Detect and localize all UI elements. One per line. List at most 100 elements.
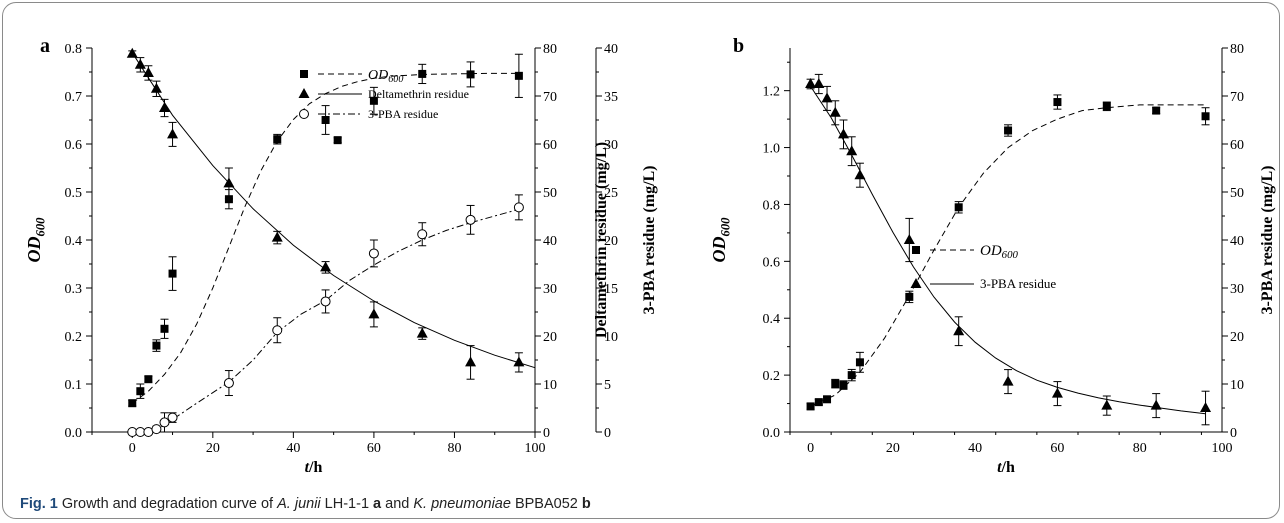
data-point: [333, 136, 342, 145]
y-tick-label: 40: [1230, 234, 1244, 249]
data-point: [821, 92, 833, 103]
x-tick-label: 100: [1212, 441, 1233, 456]
data-point: [903, 234, 915, 244]
data-point: [847, 371, 856, 380]
y-tick-label: 0.0: [763, 426, 781, 441]
x-tick-label: 60: [367, 441, 381, 456]
data-point: [321, 116, 330, 124]
data-point: [136, 387, 145, 396]
y-tick-label: 0: [543, 426, 550, 441]
y-axis-title: OD600: [709, 217, 733, 263]
y-tick-label: 0.8: [65, 42, 83, 57]
y-tick-label: 0: [604, 426, 611, 441]
legend-item: Deltamethrin residue: [298, 87, 469, 101]
data-point: [126, 47, 138, 58]
x-tick-label: 60: [1050, 441, 1064, 456]
data-point: [954, 203, 963, 212]
data-point: [1101, 399, 1113, 410]
data-point: [271, 231, 283, 242]
y-axis-title: 3-PBA residue (mg/L): [641, 165, 658, 314]
data-point: [167, 128, 179, 139]
y-tick-label: 20: [1230, 330, 1244, 345]
legend-marker: [299, 109, 309, 119]
data-point: [1150, 399, 1162, 410]
data-point: [813, 78, 825, 88]
panel-label: b: [733, 35, 744, 57]
data-point: [368, 308, 380, 319]
x-tick-label: 0: [807, 441, 814, 456]
y-tick-label: 0.2: [65, 330, 83, 345]
x-tick-label: 40: [286, 441, 300, 456]
legend-item: 3-PBA residue: [910, 276, 1056, 291]
data-point: [1201, 112, 1210, 121]
chart-panel-a: a0 20 40 60 80 100t/h0.00.10.20.30.40.50.60.7…: [24, 35, 658, 476]
y-tick-label: 0.6: [65, 138, 83, 153]
y-tick-label: 0.0: [65, 426, 83, 441]
y-tick-label: 60: [1230, 138, 1244, 153]
y-tick-label: 10: [543, 378, 557, 393]
data-point: [513, 356, 525, 367]
y-tick-label: 0.5: [65, 186, 83, 201]
data-point: [806, 402, 815, 411]
data-point: [1051, 387, 1063, 398]
data-point: [320, 261, 332, 272]
caption-panel-b: b: [581, 496, 591, 512]
data-point: [368, 248, 379, 259]
legend-label: Deltamethrin residue: [368, 87, 469, 101]
y-axis-title: OD600: [24, 217, 48, 263]
caption-panel-a: a: [373, 496, 382, 512]
y-tick-label: 15: [604, 282, 618, 297]
fit-line: [132, 208, 520, 433]
data-point: [823, 395, 832, 404]
legend-marker: [298, 88, 310, 98]
caption-text-2: LH-1-1: [320, 496, 374, 512]
y-axis-title: 3-PBA residue (mg/L): [1259, 165, 1276, 314]
data-point: [855, 358, 864, 367]
y-tick-label: 80: [543, 42, 557, 57]
data-point: [160, 324, 169, 333]
data-point: [846, 145, 858, 156]
legend-marker: [300, 70, 308, 78]
data-point: [416, 327, 428, 338]
data-point: [223, 378, 234, 389]
data-point: [150, 82, 162, 93]
data-point: [151, 424, 162, 435]
y-tick-label: 20: [543, 330, 557, 345]
caption-label: Fig. 1: [20, 496, 58, 512]
legend-label: OD600: [368, 68, 403, 85]
y-tick-label: 5: [604, 378, 611, 393]
y-tick-label: 0.4: [65, 234, 83, 249]
y-tick-label: 40: [604, 42, 618, 57]
x-tick-label: 80: [1133, 441, 1147, 456]
caption-species-2: K. pneumoniae: [413, 496, 511, 512]
x-tick-label: 0: [129, 441, 136, 456]
data-point: [953, 325, 965, 336]
series-3-pba-residue: [805, 73, 1212, 426]
y-tick-label: 70: [1230, 90, 1244, 105]
x-axis-title: t/h: [305, 459, 323, 476]
legend-item: OD600: [912, 243, 1018, 261]
y-tick-label: 70: [543, 90, 557, 105]
x-axis-title: t/h: [997, 459, 1015, 476]
data-point: [1002, 375, 1014, 386]
y-tick-label: 40: [543, 234, 557, 249]
data-point: [144, 375, 153, 384]
legend-marker: [912, 246, 920, 254]
x-tick-label: 100: [525, 441, 546, 456]
y-tick-label: 30: [543, 282, 557, 297]
data-point: [134, 58, 146, 69]
y-tick-label: 0.8: [763, 198, 781, 213]
y-tick-label: 50: [543, 186, 557, 201]
x-tick-label: 20: [886, 441, 900, 456]
legend-label: OD600: [980, 243, 1018, 261]
data-point: [466, 70, 475, 79]
data-point: [142, 66, 154, 77]
data-point: [465, 356, 477, 367]
y-tick-label: 0.2: [763, 369, 781, 384]
legend-marker: [910, 278, 922, 288]
data-point: [223, 177, 235, 188]
data-point: [369, 96, 378, 105]
y-tick-label: 0.1: [65, 378, 83, 393]
fit-line: [131, 52, 536, 369]
